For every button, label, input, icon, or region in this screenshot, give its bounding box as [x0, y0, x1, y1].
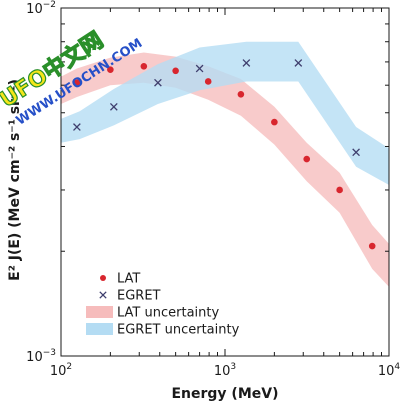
- lat-point: [140, 62, 148, 70]
- lat-point: [73, 79, 81, 87]
- legend-marker: [99, 291, 107, 299]
- egret-point: [195, 64, 204, 73]
- axis-ticks: [60, 7, 390, 357]
- data-points: [73, 59, 376, 250]
- x-axis-label: Energy (MeV): [171, 386, 278, 402]
- legend-label: LAT: [117, 272, 140, 287]
- legend-label: LAT uncertainty: [117, 306, 219, 321]
- legend-marker: [100, 275, 106, 281]
- legend-item-lat: LAT: [100, 272, 140, 287]
- lat-uncertainty-band: [61, 52, 389, 287]
- legend-label: EGRET uncertainty: [117, 323, 240, 338]
- legend-swatch: [86, 323, 113, 335]
- legend-label: EGRET: [117, 289, 161, 304]
- lat-point: [336, 186, 343, 194]
- lat-point: [204, 78, 212, 85]
- tick-label: 102: [50, 362, 72, 379]
- legend-swatch: [86, 306, 113, 318]
- tick-label: 10−3: [26, 348, 56, 365]
- egret-point: [294, 59, 303, 67]
- egret-uncertainty-band: [61, 41, 389, 186]
- egret-point: [109, 102, 118, 111]
- lat-point: [368, 242, 376, 250]
- egret-point: [154, 78, 162, 87]
- tick-label: 103: [214, 362, 236, 379]
- lat-point: [303, 155, 311, 163]
- tick-label: 10−2: [26, 0, 56, 17]
- legend-item-egret-uncertainty: EGRET uncertainty: [86, 323, 240, 338]
- uncertainty-bands: [61, 41, 389, 287]
- tick-label: 104: [378, 362, 401, 379]
- lat-point: [271, 118, 278, 126]
- egret-point: [73, 123, 81, 131]
- egret-point: [242, 59, 251, 67]
- axis-tick-labels: 102 103 104 10−2 10−3: [26, 0, 400, 379]
- legend: LAT EGRET LAT uncertainty EGRET uncertainty: [86, 272, 240, 338]
- y-axis-label: E² J(E) (MeV cm⁻² s⁻¹ sr⁻¹): [7, 79, 23, 281]
- lat-point: [237, 90, 245, 98]
- lat-point: [107, 66, 114, 73]
- egret-point: [352, 148, 360, 157]
- legend-item-egret: EGRET: [99, 289, 161, 304]
- legend-item-lat-uncertainty: LAT uncertainty: [86, 306, 219, 321]
- lat-point: [172, 67, 179, 75]
